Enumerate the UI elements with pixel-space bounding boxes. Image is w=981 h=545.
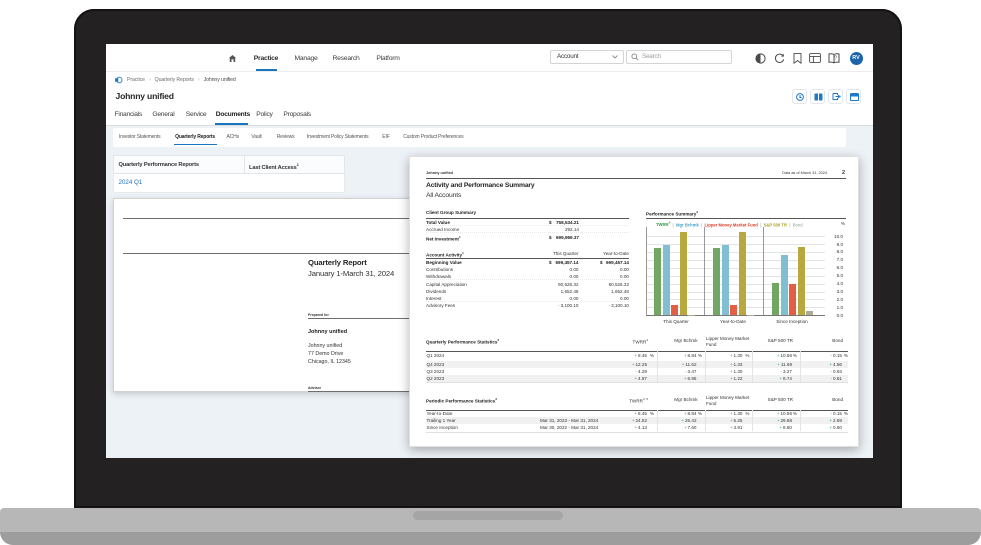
svg-text:?: ? (834, 55, 837, 61)
